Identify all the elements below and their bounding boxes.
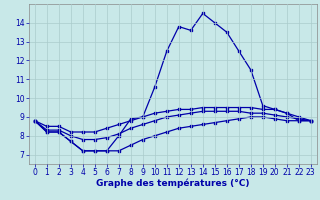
- X-axis label: Graphe des températures (°C): Graphe des températures (°C): [96, 179, 250, 188]
